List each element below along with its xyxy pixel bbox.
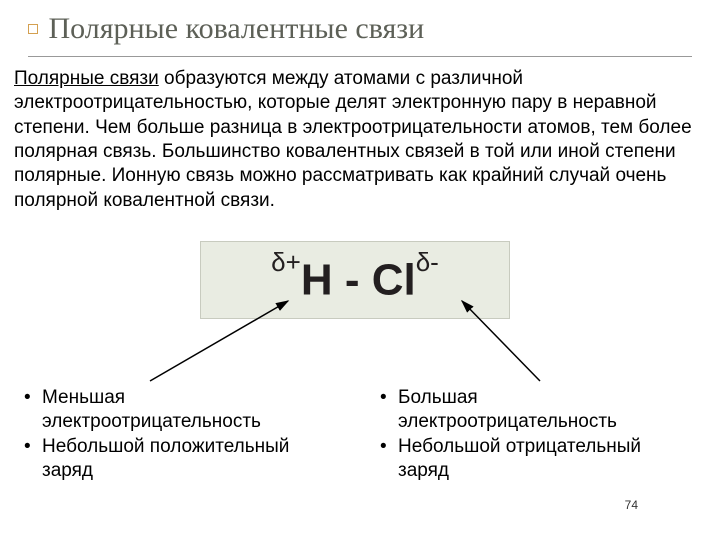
formula-box: δ+H - Clδ- bbox=[200, 241, 510, 319]
title-area: Полярные ковалентные связи bbox=[0, 0, 720, 52]
delta-minus: δ- bbox=[416, 247, 439, 277]
page-title: Полярные ковалентные связи bbox=[48, 12, 424, 45]
formula-diagram: δ+H - Clδ- bbox=[0, 231, 720, 386]
list-item: Большая электроотрицательность bbox=[380, 386, 696, 434]
list-item: Небольшой отрицательный заряд bbox=[380, 435, 696, 483]
main-paragraph: Полярные связи образуются между атомами … bbox=[0, 67, 720, 213]
atom-cl: Cl bbox=[372, 255, 416, 304]
formula-text: δ+H - Clδ- bbox=[271, 255, 439, 306]
list-item: Меньшая электроотрицательность bbox=[24, 386, 340, 434]
atom-h: H bbox=[301, 255, 333, 304]
bottom-columns: Меньшая электроотрицательность Небольшой… bbox=[0, 386, 720, 485]
left-column: Меньшая электроотрицательность Небольшой… bbox=[24, 386, 340, 485]
paragraph-underlined: Полярные связи bbox=[14, 68, 159, 89]
list-item: Небольшой положительный заряд bbox=[24, 435, 340, 483]
bond-dash: - bbox=[333, 255, 372, 304]
page-number: 74 bbox=[625, 498, 638, 512]
right-column: Большая электроотрицательность Небольшой… bbox=[380, 386, 696, 485]
title-underline bbox=[28, 56, 692, 57]
delta-plus: δ+ bbox=[271, 247, 301, 277]
paragraph-rest: образуются между атомами с различной эле… bbox=[14, 68, 692, 211]
title-accent-box bbox=[28, 24, 38, 34]
